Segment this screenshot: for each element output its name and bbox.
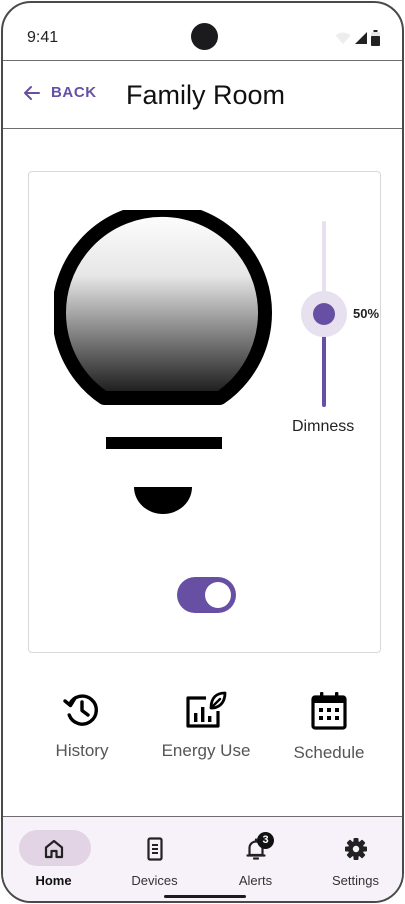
home-icon	[44, 839, 64, 859]
slider-fill	[322, 314, 326, 407]
light-control-card: 50% Dimness	[28, 171, 381, 653]
nav-item-alerts[interactable]: 3 Alerts	[205, 817, 306, 901]
energy-use-label: Energy Use	[161, 741, 251, 760]
dimness-slider[interactable]	[301, 217, 347, 407]
status-bar: 9:41	[3, 3, 402, 61]
nav-label-alerts: Alerts	[238, 873, 273, 888]
toggle-knob	[205, 582, 231, 608]
signal-icon	[355, 32, 367, 44]
schedule-button[interactable]: Schedule	[274, 691, 384, 763]
nav-item-home[interactable]: Home	[3, 817, 104, 901]
schedule-icon	[311, 692, 347, 730]
wifi-icon	[335, 32, 351, 44]
home-indicator	[164, 895, 246, 898]
battery-icon	[371, 30, 380, 46]
nav-item-settings[interactable]: Settings	[305, 817, 402, 901]
light-bulb-icon	[54, 210, 272, 514]
energy-use-button[interactable]: Energy Use	[151, 691, 261, 761]
app-header: BACK Family Room	[3, 62, 402, 129]
devices-icon	[147, 837, 163, 861]
nav-label-devices: Devices	[131, 873, 178, 888]
alerts-badge: 3	[257, 832, 274, 849]
power-toggle[interactable]	[177, 577, 236, 613]
history-icon	[63, 694, 98, 726]
front-camera	[191, 23, 218, 50]
dimness-label: Dimness	[292, 418, 355, 435]
schedule-label: Schedule	[293, 743, 365, 762]
settings-icon	[345, 838, 367, 860]
slider-thumb[interactable]	[313, 303, 335, 325]
nav-label-home: Home	[35, 873, 72, 888]
back-label: BACK	[51, 84, 97, 101]
status-time: 9:41	[27, 29, 59, 46]
nav-label-settings: Settings	[332, 873, 379, 888]
dimness-value: 50%	[353, 306, 380, 321]
history-label: History	[55, 741, 109, 760]
nav-item-devices[interactable]: Devices	[104, 817, 205, 901]
back-button[interactable]: BACK	[23, 84, 97, 101]
page-title: Family Room	[126, 80, 286, 110]
arrow-left-icon	[24, 85, 40, 100]
nav-active-indicator	[19, 830, 91, 866]
energy-use-icon	[186, 691, 227, 728]
bottom-navigation: Home Devices 3 Alerts	[3, 816, 402, 901]
history-button[interactable]: History	[27, 691, 137, 761]
status-icons	[335, 30, 380, 46]
